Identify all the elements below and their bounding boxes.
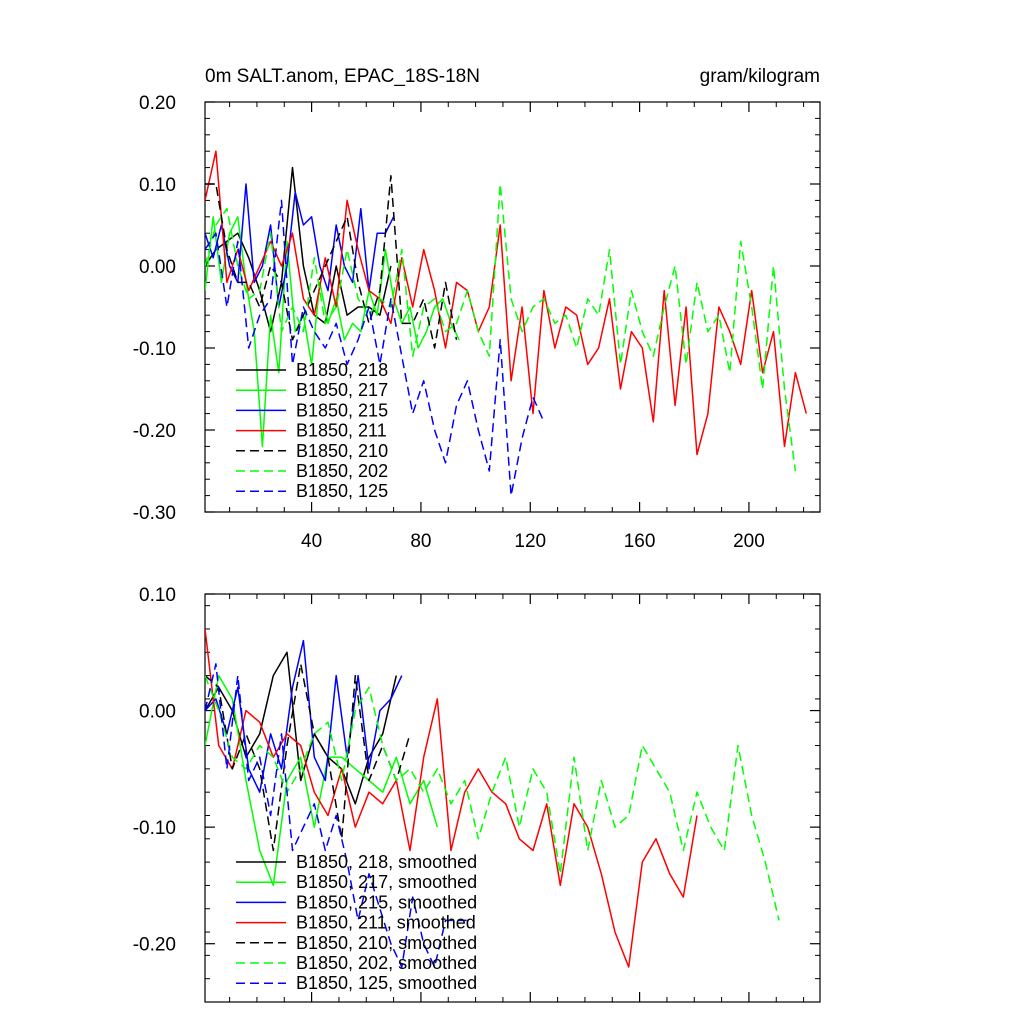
legend-label: B1850, 217: [296, 380, 388, 400]
x-tick-label: 80: [410, 531, 431, 552]
series-line: [205, 166, 392, 333]
plot-frame: [204, 593, 821, 1003]
series-line: [205, 663, 468, 968]
y-tick-label: -0.20: [133, 935, 176, 956]
plot-frame: [204, 101, 821, 513]
series-line: [205, 183, 797, 472]
legend-label: B1850, 218, smoothed: [296, 852, 477, 872]
legend-label: B1850, 217, smoothed: [296, 872, 477, 892]
series-line: [205, 651, 398, 805]
legend-label: B1850, 215, smoothed: [296, 892, 477, 912]
x-tick-label: 200: [733, 531, 765, 552]
y-tick-label: 0.00: [139, 257, 176, 278]
legend-label: B1850, 210, smoothed: [296, 933, 477, 953]
y-tick-label: -0.10: [133, 818, 176, 839]
units-label: gram/kilogram: [700, 66, 820, 87]
legend-label: B1850, 211: [296, 421, 387, 441]
y-tick-label: -0.20: [133, 421, 176, 442]
y-tick-label: 0.00: [139, 702, 176, 723]
y-tick-label: 0.10: [139, 585, 176, 606]
series-line: [205, 639, 403, 793]
x-tick-label: 40: [301, 531, 322, 552]
chart-title: 0m SALT.anom, EPAC_18S-18N: [205, 66, 480, 87]
legend-label: B1850, 210: [296, 441, 388, 461]
legend-label: B1850, 211, smoothed: [296, 913, 476, 933]
x-tick-label: 120: [514, 531, 546, 552]
y-tick-label: 0.20: [139, 93, 176, 114]
x-tick-label: 160: [624, 531, 656, 552]
series-line: [205, 628, 698, 968]
series-line: [205, 150, 808, 456]
series-line: [205, 675, 780, 921]
legend-label: B1850, 202: [296, 461, 388, 481]
legend-label: B1850, 218: [296, 360, 388, 380]
legend-label: B1850, 215: [296, 400, 388, 420]
y-tick-label: -0.10: [133, 339, 176, 360]
series-line: [205, 183, 395, 308]
top-panel: 40 80 120 160 200 0.20 0.10 0.00 -0.10 -0.20 -0.30…: [133, 93, 821, 552]
legend-label: B1850, 125: [296, 481, 388, 501]
series-line: [205, 175, 458, 349]
series-line: [205, 663, 411, 852]
y-tick-label: 0.10: [139, 175, 176, 196]
y-tick-label: -0.30: [133, 503, 176, 524]
legend-label: B1850, 202, smoothed: [296, 953, 477, 973]
legend-label: B1850, 125, smoothed: [296, 973, 477, 993]
series-line: [205, 216, 460, 448]
